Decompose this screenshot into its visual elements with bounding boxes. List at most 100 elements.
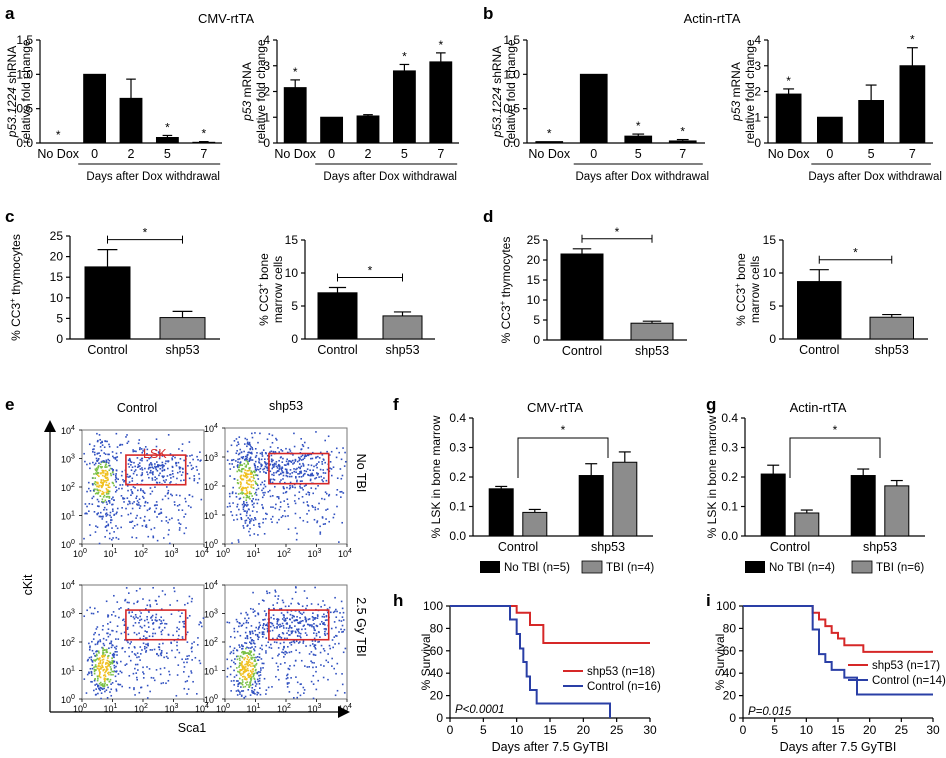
flow-event <box>108 464 111 467</box>
flow-event <box>236 465 239 467</box>
flow-event <box>226 675 229 678</box>
flow-event <box>283 619 285 622</box>
flow-event <box>131 477 134 480</box>
flow-event <box>235 680 238 682</box>
flow-event <box>133 461 135 464</box>
flow-event <box>256 672 259 675</box>
flow-y-arrowhead <box>44 420 56 432</box>
flow-event <box>280 607 283 610</box>
flow-event <box>199 460 201 462</box>
flow-event <box>106 490 109 493</box>
flow-event <box>280 612 283 614</box>
flow-event <box>115 671 117 673</box>
c1-xtick-label-0: Control <box>87 343 127 357</box>
flow-event <box>112 673 114 676</box>
flow-event <box>96 667 99 670</box>
flow-event <box>104 526 107 528</box>
flow-event <box>97 491 100 494</box>
lsk-gate-shp53-notbi <box>268 452 330 485</box>
flow-event <box>271 686 273 688</box>
flow-event <box>244 652 246 655</box>
flow-event <box>269 625 272 628</box>
flow-event <box>300 448 303 450</box>
flow-event <box>301 495 304 498</box>
a2-xtick-label-4: 7 <box>437 147 444 161</box>
flow-event <box>156 482 159 484</box>
flow-event <box>296 681 299 684</box>
flow-event <box>262 618 264 621</box>
flow-event <box>299 485 301 488</box>
flow-event <box>318 640 320 643</box>
flow-event <box>158 452 160 454</box>
flow-event <box>269 482 272 484</box>
flow-event <box>239 682 242 684</box>
flow-event <box>247 664 250 667</box>
flow-event <box>136 652 139 654</box>
flow-event <box>240 644 243 646</box>
flow-event <box>111 660 113 662</box>
flow-event <box>138 448 141 451</box>
flow-event <box>245 487 248 490</box>
flow-event <box>89 667 92 670</box>
flow-event <box>322 480 324 483</box>
flow-event <box>312 617 315 619</box>
flow-event <box>252 479 254 482</box>
flow-event <box>258 523 260 525</box>
flow-event <box>261 506 264 509</box>
flow-event <box>158 595 160 598</box>
flow-event <box>128 612 130 614</box>
flow-event <box>310 464 313 467</box>
flow-event <box>253 533 256 535</box>
flow-event <box>146 471 148 473</box>
flow-event <box>312 469 315 472</box>
flow-event <box>238 671 241 673</box>
flow-event <box>96 488 98 491</box>
flow-event <box>112 482 115 485</box>
flow-event <box>233 636 236 639</box>
flow-event <box>316 625 319 628</box>
flow-event <box>169 542 171 545</box>
b1-xtick-label-0: No Dox <box>528 147 570 161</box>
flow-event <box>315 634 318 637</box>
flow-event <box>236 479 239 481</box>
flow-event <box>296 628 298 631</box>
flow-event <box>124 599 126 602</box>
flow-event <box>249 633 252 635</box>
flow-event <box>277 635 280 638</box>
flow-event <box>112 510 114 512</box>
flow-event <box>105 501 108 503</box>
flow-event <box>288 605 290 608</box>
flow-event <box>183 479 185 481</box>
flow-event <box>163 667 166 669</box>
flow-event <box>249 661 252 664</box>
flow-event <box>106 474 109 476</box>
flow-event <box>240 482 242 484</box>
flow-event <box>286 682 289 684</box>
flow-xtick-exp: 1 <box>257 703 261 710</box>
flow-event <box>167 460 169 462</box>
flow-event <box>262 491 264 494</box>
flow-event <box>137 442 140 445</box>
flow-event <box>246 512 248 514</box>
flow-event <box>131 502 134 505</box>
flow-event <box>137 463 140 466</box>
flow-event <box>197 458 199 461</box>
flow-event <box>251 503 254 506</box>
flow-event <box>237 441 239 443</box>
flow-event <box>98 462 100 464</box>
flow-event <box>155 445 158 448</box>
flow-event <box>311 457 314 460</box>
flow-event <box>296 479 298 482</box>
flow-event <box>265 693 267 695</box>
flow-event <box>310 473 312 476</box>
flow-xtick-exp: 0 <box>226 548 230 555</box>
flow-xtick-label: 104 <box>338 548 352 559</box>
flow-event <box>329 611 332 614</box>
h-ytick-label: 80 <box>430 621 444 635</box>
flow-event <box>96 498 99 501</box>
flow-event <box>325 627 327 630</box>
flow-event <box>341 616 344 618</box>
flow-event <box>178 522 180 524</box>
flow-event <box>315 632 318 635</box>
flow-event <box>163 464 165 467</box>
